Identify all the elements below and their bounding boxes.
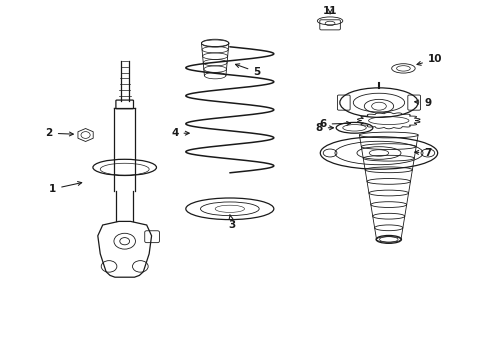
- Text: 5: 5: [235, 64, 260, 77]
- Text: 6: 6: [319, 119, 350, 129]
- Text: 11: 11: [322, 6, 337, 16]
- Text: 10: 10: [416, 54, 442, 65]
- Text: 2: 2: [45, 128, 73, 138]
- Text: 8: 8: [315, 123, 333, 133]
- Text: 1: 1: [49, 181, 81, 194]
- Text: 7: 7: [414, 148, 431, 158]
- Text: 9: 9: [414, 98, 431, 108]
- Text: 4: 4: [171, 128, 189, 138]
- Text: 3: 3: [228, 215, 235, 230]
